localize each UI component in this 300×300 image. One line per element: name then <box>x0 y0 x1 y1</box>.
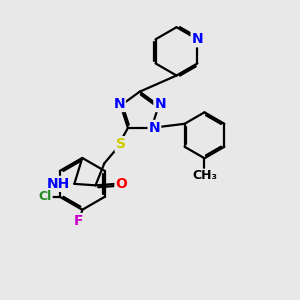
Text: Cl: Cl <box>38 190 52 203</box>
Text: N: N <box>113 97 125 111</box>
Text: N: N <box>154 97 166 111</box>
Text: CH₃: CH₃ <box>192 169 217 182</box>
Text: F: F <box>74 214 83 228</box>
Text: N: N <box>148 121 160 135</box>
Text: N: N <box>192 32 203 46</box>
Text: S: S <box>116 137 126 151</box>
Text: O: O <box>116 177 128 191</box>
Text: NH: NH <box>47 177 70 191</box>
